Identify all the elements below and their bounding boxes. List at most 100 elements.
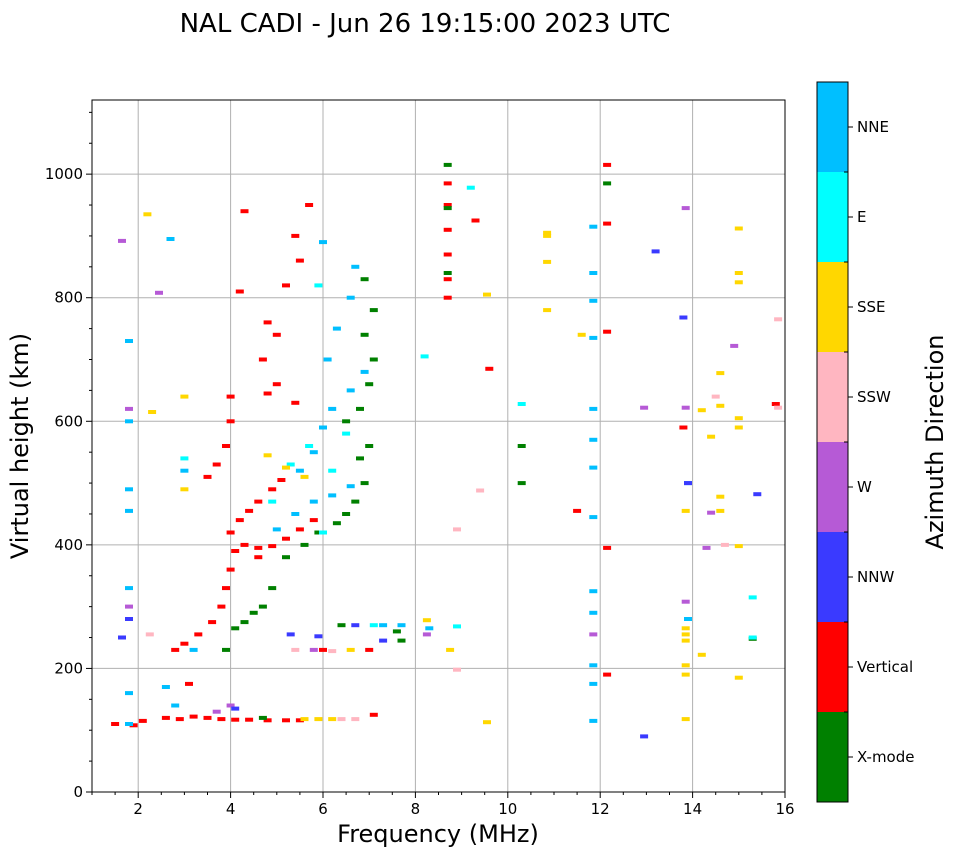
colorbar-tick-label: X-mode	[857, 748, 914, 766]
data-point-x-mode	[392, 629, 401, 634]
data-point-sse	[314, 717, 323, 722]
x-tick-label: 10	[498, 800, 517, 818]
data-point-w	[640, 405, 649, 410]
data-point-vertical	[603, 545, 612, 550]
data-point-nne	[125, 339, 133, 343]
data-point-ssw	[291, 647, 300, 652]
data-point-vertical	[231, 549, 240, 553]
colorbar-segment	[817, 712, 848, 802]
data-point-sse	[346, 647, 355, 652]
data-point-x-mode	[365, 444, 374, 448]
data-point-vertical	[217, 717, 226, 722]
data-point-ssw	[351, 717, 360, 722]
data-point-e	[305, 444, 314, 448]
colorbar-segment	[817, 532, 848, 622]
data-point-nnw	[231, 706, 240, 711]
data-point-w	[118, 238, 126, 243]
data-point-nne	[589, 663, 598, 668]
data-point-vertical	[194, 632, 203, 637]
x-tick-label: 8	[411, 800, 421, 818]
data-point-nne	[589, 335, 598, 340]
data-point-nne	[589, 681, 598, 686]
data-point-x-mode	[222, 647, 230, 652]
data-point-x-mode	[603, 181, 612, 186]
data-point-vertical	[305, 203, 314, 207]
data-point-e	[319, 530, 327, 535]
data-point-ssw	[774, 405, 783, 410]
data-point-x-mode	[332, 521, 341, 526]
data-point-nne	[351, 264, 360, 269]
data-point-nne	[346, 484, 355, 489]
data-point-sse	[681, 638, 690, 643]
data-point-e	[453, 624, 461, 629]
data-point-w	[681, 206, 690, 211]
data-point-sse	[681, 632, 690, 637]
data-point-vertical	[282, 283, 290, 288]
data-point-vertical	[235, 518, 244, 523]
data-point-sse	[300, 717, 309, 722]
data-point-sse	[681, 626, 690, 631]
data-point-x-mode	[231, 626, 240, 631]
data-point-ssw	[711, 394, 720, 399]
colorbar-tick-label: SSE	[857, 298, 886, 316]
chart-title: NAL CADI - Jun 26 19:15:00 2023 UTC	[180, 9, 671, 39]
data-point-nne	[589, 224, 598, 229]
colorbar-tick-label: Vertical	[857, 658, 913, 676]
x-axis: 2 4 6 8 10 12 14 16	[91, 792, 795, 818]
data-point-x-mode	[314, 530, 323, 535]
data-point-vertical	[603, 221, 612, 226]
data-point-e	[328, 468, 337, 473]
data-point-vertical	[235, 289, 244, 294]
data-point-sse	[707, 434, 716, 439]
data-point-vertical	[272, 382, 281, 387]
x-tick-label: 16	[775, 800, 794, 818]
data-point-vertical	[268, 544, 277, 549]
data-point-nne	[346, 295, 355, 300]
data-point-vertical	[471, 218, 480, 223]
data-point-ssw	[453, 667, 461, 672]
data-point-vertical	[222, 586, 230, 591]
data-point-nne	[319, 425, 327, 430]
data-point-vertical	[231, 717, 240, 722]
data-point-nne	[125, 586, 133, 591]
data-point-nne	[346, 388, 355, 393]
colorbar-segment	[817, 622, 848, 712]
data-point-vertical	[240, 542, 249, 547]
data-point-x-mode	[443, 206, 452, 211]
data-point-nne	[328, 493, 337, 498]
y-tick-label: 600	[54, 412, 83, 430]
data-point-sse	[681, 508, 690, 513]
data-point-w	[309, 647, 318, 652]
data-point-ssw	[453, 527, 461, 532]
data-point-nne	[397, 623, 406, 628]
data-point-nne	[379, 623, 388, 628]
x-tick-label: 12	[591, 800, 610, 818]
colorbar-label: Azimuth Direction	[921, 335, 949, 550]
data-point-nne	[125, 419, 133, 424]
data-point-sse	[681, 672, 690, 677]
data-point-nne	[323, 357, 332, 362]
data-point-x-mode	[369, 308, 378, 313]
data-point-w	[681, 405, 690, 410]
data-point-ssw	[328, 649, 337, 654]
data-point-nne	[360, 369, 369, 374]
data-point-x-mode	[351, 499, 360, 504]
data-point-vertical	[245, 508, 254, 513]
data-point-ssw	[337, 717, 346, 722]
data-point-sse	[734, 675, 743, 680]
data-point-w	[681, 599, 690, 604]
data-point-nnw	[640, 734, 649, 739]
data-point-vertical	[443, 252, 452, 257]
data-point-x-mode	[342, 419, 351, 424]
colorbar-tick-label: NNW	[857, 568, 894, 586]
data-point-x-mode	[369, 357, 378, 362]
data-point-vertical	[203, 715, 212, 720]
data-point-nne	[309, 450, 318, 455]
data-point-sse	[681, 663, 690, 668]
data-point-ssw	[476, 488, 485, 493]
data-point-x-mode	[360, 332, 369, 337]
data-point-vertical	[679, 425, 688, 430]
data-point-x-mode	[282, 555, 290, 560]
data-point-vertical	[180, 641, 189, 646]
